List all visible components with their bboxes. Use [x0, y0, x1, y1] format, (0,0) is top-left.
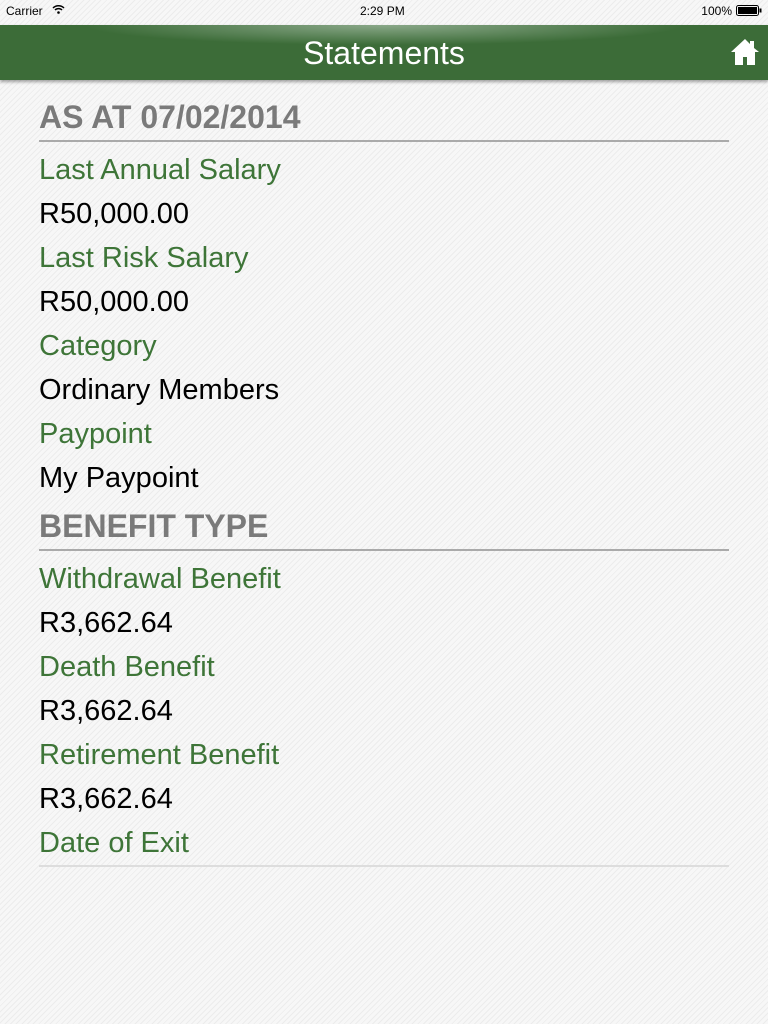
field-value: R3,662.64 [39, 695, 173, 727]
wifi-icon [52, 3, 65, 17]
page-title: Statements [303, 35, 465, 71]
field-value: R3,662.64 [39, 783, 173, 815]
clock: 2:29 PM [360, 4, 405, 18]
battery-icon [736, 5, 762, 19]
statement-content: AS AT 07/02/2014 Last Annual Salary R50,… [39, 95, 729, 867]
field-value: R50,000.00 [39, 286, 189, 318]
field-value: Ordinary Members [39, 374, 280, 406]
section-heading-benefit-type: BENEFIT TYPE [39, 500, 729, 551]
field-label: Retirement Benefit [39, 739, 280, 771]
field-value: My Paypoint [39, 462, 199, 494]
field-label: Last Annual Salary [39, 154, 281, 186]
carrier-label: Carrier [6, 4, 43, 18]
navigation-bar: Statements [0, 25, 768, 80]
section-heading-as-at: AS AT 07/02/2014 [39, 95, 729, 142]
divider [39, 865, 729, 867]
field-label: Date of Exit [39, 827, 189, 859]
field-value: R50,000.00 [39, 198, 189, 230]
field-value: R3,662.64 [39, 607, 173, 639]
status-bar: Carrier 2:29 PM 100% [0, 0, 768, 22]
field-label: Paypoint [39, 418, 152, 450]
field-label: Death Benefit [39, 651, 215, 683]
battery-label: 100% [701, 4, 732, 18]
home-icon[interactable] [730, 38, 760, 66]
field-label: Category [39, 330, 157, 362]
field-label: Withdrawal Benefit [39, 563, 281, 595]
field-label: Last Risk Salary [39, 242, 249, 274]
